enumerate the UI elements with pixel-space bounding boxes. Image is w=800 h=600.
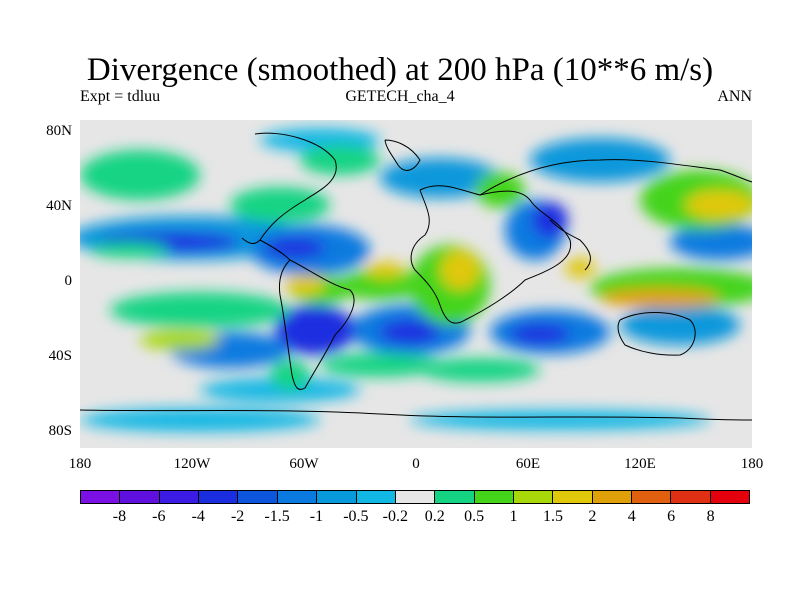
legend-swatch <box>81 491 121 503</box>
legend-swatch <box>474 491 514 503</box>
legend-label: -1.5 <box>264 508 290 525</box>
y-axis-label: 80N <box>46 123 72 139</box>
legend-swatch <box>238 491 278 503</box>
legend-label: 4 <box>627 508 636 525</box>
legend-swatch <box>710 491 750 503</box>
x-axis-label: 180 <box>740 456 764 472</box>
divergence-map <box>80 120 752 448</box>
legend-label: -2 <box>230 508 245 525</box>
legend-label: 1.5 <box>542 508 563 525</box>
contour-fill-layer <box>80 120 752 448</box>
legend-label: 1 <box>509 508 518 525</box>
legend-swatch <box>199 491 239 503</box>
x-axis-label: 180 <box>68 456 92 472</box>
legend-swatch <box>592 491 633 503</box>
legend-swatch <box>356 491 396 503</box>
y-axis-label: 0 <box>64 273 73 289</box>
dataset-label: GETECH_cha_4 <box>345 88 455 105</box>
x-axis-label: 120W <box>173 456 211 472</box>
legend-label: 6 <box>667 508 676 525</box>
legend-swatch <box>277 491 318 503</box>
legend-swatch <box>553 491 593 503</box>
legend-label: 2 <box>588 508 597 525</box>
legend-swatch <box>671 491 711 503</box>
x-axis-label: 0 <box>412 456 420 472</box>
legend-swatch <box>317 491 357 503</box>
coastlines <box>80 132 752 421</box>
legend-label: -0.2 <box>382 508 408 525</box>
y-axis-label: 40N <box>46 198 72 214</box>
legend-swatch <box>513 491 554 503</box>
legend-label: -4 <box>191 508 205 525</box>
legend-label: -8 <box>112 508 127 525</box>
color-legend-bar <box>80 490 750 504</box>
x-axis-label: 60E <box>515 456 541 472</box>
legend-swatch <box>159 491 200 503</box>
legend-label: 0.2 <box>424 508 445 525</box>
map-title: Divergence (smoothed) at 200 hPa (10**6 … <box>86 52 714 88</box>
legend-swatch <box>395 491 436 503</box>
x-axis-label: 60W <box>289 456 319 472</box>
legend-label: 8 <box>706 508 715 525</box>
y-axis-label: 80S <box>48 423 72 439</box>
legend-label: -1 <box>309 508 324 525</box>
legend-swatch <box>120 491 160 503</box>
legend-label: -6 <box>152 508 166 525</box>
x-axis-label: 120E <box>624 456 656 472</box>
experiment-label: Expt = tdluu <box>80 88 161 105</box>
legend-label: -0.5 <box>343 508 369 525</box>
legend-swatch <box>632 491 672 503</box>
legend-swatch <box>435 491 475 503</box>
legend-label: 0.5 <box>464 508 485 525</box>
season-label: ANN <box>717 88 752 105</box>
y-axis-label: 40S <box>48 348 72 364</box>
